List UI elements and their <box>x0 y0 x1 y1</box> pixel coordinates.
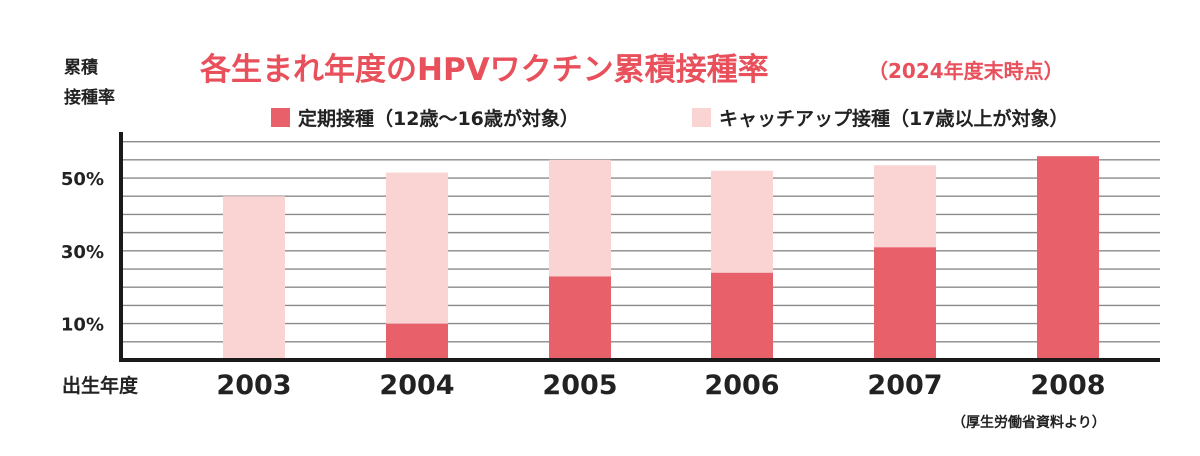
x-category-label-2008: 2008 <box>1030 370 1105 401</box>
bar-2004-catchup <box>386 172 448 324</box>
bar-2007-catchup <box>874 165 936 248</box>
bars <box>223 156 1099 360</box>
axes <box>119 132 1160 362</box>
x-category-label-2005: 2005 <box>542 370 617 401</box>
bar-2003-catchup <box>223 196 285 359</box>
x-category-labels: 2003 2004 2005 2006 2007 2008 <box>216 370 1105 401</box>
bar-2004-regular <box>386 323 448 360</box>
source-note: （厚生労働省資料より） <box>952 414 1106 431</box>
y-tick-label-50: 50% <box>61 169 104 190</box>
bar-2006-regular <box>711 272 773 360</box>
bar-2008-regular <box>1037 156 1099 360</box>
x-axis-label: 出生年度 <box>62 374 139 397</box>
y-tick-labels: 10% 30% 50% <box>61 169 104 336</box>
bar-2005-catchup <box>549 159 611 277</box>
x-category-label-2003: 2003 <box>216 370 291 401</box>
y-axis-label-line2: 接種率 <box>64 87 115 108</box>
legend-label-regular: 定期接種（12歳～16歳が対象） <box>298 107 579 130</box>
legend-swatch-catchup <box>692 108 711 127</box>
legend: 定期接種（12歳～16歳が対象） キャッチアップ接種（17歳以上が対象） <box>271 107 1068 130</box>
bar-2006-catchup <box>711 170 773 273</box>
chart-title: 各生まれ年度のHPVワクチン累積接種率 <box>199 52 769 88</box>
x-category-label-2007: 2007 <box>867 370 942 401</box>
y-tick-label-30: 30% <box>61 242 104 263</box>
y-axis-label-line1: 累積 <box>64 57 99 78</box>
legend-swatch-regular <box>271 108 290 127</box>
y-tick-label-10: 10% <box>61 315 104 336</box>
x-category-label-2006: 2006 <box>704 370 779 401</box>
x-category-label-2004: 2004 <box>379 370 454 401</box>
grid-lines <box>121 140 1160 343</box>
bar-2005-regular <box>549 276 611 360</box>
chart-subtitle: （2024年度末時点） <box>868 59 1064 83</box>
bar-2007-regular <box>874 247 936 360</box>
legend-label-catchup: キャッチアップ接種（17歳以上が対象） <box>719 107 1068 130</box>
